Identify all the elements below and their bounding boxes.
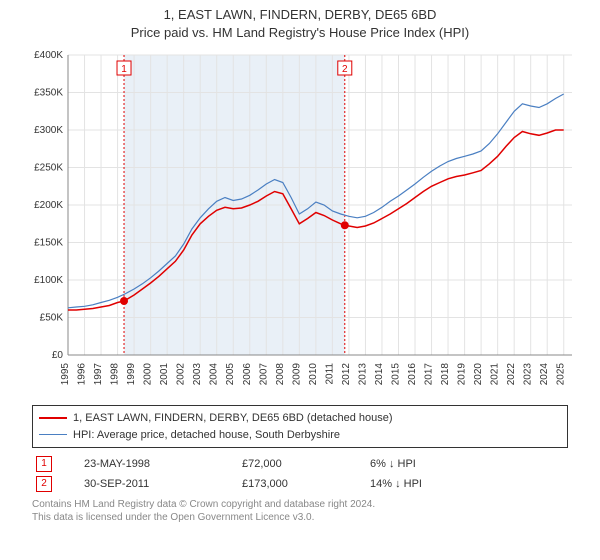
marker-pct-1: 6% ↓ HPI <box>366 454 568 474</box>
legend: 1, EAST LAWN, FINDERN, DERBY, DE65 6BD (… <box>32 405 568 448</box>
svg-text:2021: 2021 <box>490 363 501 386</box>
svg-text:£400K: £400K <box>34 50 63 61</box>
svg-text:2019: 2019 <box>457 363 468 386</box>
svg-text:£300K: £300K <box>34 125 63 136</box>
svg-text:2014: 2014 <box>374 363 385 386</box>
chart-title: 1, EAST LAWN, FINDERN, DERBY, DE65 6BD P… <box>0 0 600 41</box>
svg-text:1997: 1997 <box>93 363 104 386</box>
svg-text:£250K: £250K <box>34 163 63 174</box>
marker-pct-2: 14% ↓ HPI <box>366 474 568 494</box>
svg-text:2: 2 <box>342 64 348 75</box>
svg-text:2000: 2000 <box>143 363 154 386</box>
marker-badge-2: 2 <box>36 476 52 492</box>
svg-text:2009: 2009 <box>291 363 302 386</box>
svg-text:2013: 2013 <box>357 363 368 386</box>
svg-text:1996: 1996 <box>77 363 88 386</box>
legend-swatch-blue <box>39 434 67 435</box>
marker-price-2: £173,000 <box>238 474 366 494</box>
footer-line-1: Contains HM Land Registry data © Crown c… <box>32 498 568 511</box>
footer: Contains HM Land Registry data © Crown c… <box>32 498 568 524</box>
svg-text:1995: 1995 <box>60 363 71 386</box>
marker-price-1: £72,000 <box>238 454 366 474</box>
svg-text:2022: 2022 <box>506 363 517 386</box>
marker-row-1: 1 23-MAY-1998 £72,000 6% ↓ HPI <box>32 454 568 474</box>
svg-text:£200K: £200K <box>34 200 63 211</box>
svg-text:2003: 2003 <box>192 363 203 386</box>
marker-date-2: 30-SEP-2011 <box>80 474 238 494</box>
chart-svg: £0 £50K £100K £150K £200K £250K £300K £350K £400… <box>20 45 580 401</box>
svg-text:£150K: £150K <box>34 238 63 249</box>
svg-text:2016: 2016 <box>407 363 418 386</box>
svg-text:2006: 2006 <box>242 363 253 386</box>
svg-text:2023: 2023 <box>523 363 534 386</box>
svg-text:2008: 2008 <box>275 363 286 386</box>
svg-text:2010: 2010 <box>308 363 319 386</box>
legend-label-red: 1, EAST LAWN, FINDERN, DERBY, DE65 6BD (… <box>73 412 393 424</box>
svg-text:2004: 2004 <box>209 363 220 386</box>
svg-text:2005: 2005 <box>225 363 236 386</box>
svg-text:2020: 2020 <box>473 363 484 386</box>
svg-text:£50K: £50K <box>40 313 64 324</box>
svg-text:£100K: £100K <box>34 275 63 286</box>
svg-text:1998: 1998 <box>110 363 121 386</box>
footer-line-2: This data is licensed under the Open Gov… <box>32 511 568 524</box>
svg-text:£350K: £350K <box>34 88 63 99</box>
svg-text:1999: 1999 <box>126 363 137 386</box>
marker-badge-1: 1 <box>36 456 52 472</box>
svg-text:2015: 2015 <box>390 363 401 386</box>
svg-text:2001: 2001 <box>159 363 170 386</box>
svg-text:1: 1 <box>121 64 127 75</box>
legend-swatch-red <box>39 417 67 419</box>
svg-text:2025: 2025 <box>556 363 567 386</box>
legend-item-blue: HPI: Average price, detached house, Sout… <box>39 427 561 444</box>
legend-item-red: 1, EAST LAWN, FINDERN, DERBY, DE65 6BD (… <box>39 410 561 427</box>
svg-text:2018: 2018 <box>440 363 451 386</box>
title-line-1: 1, EAST LAWN, FINDERN, DERBY, DE65 6BD <box>0 6 600 24</box>
marker-table: 1 23-MAY-1998 £72,000 6% ↓ HPI 2 30-SEP-… <box>32 454 568 494</box>
marker-date-1: 23-MAY-1998 <box>80 454 238 474</box>
svg-text:2002: 2002 <box>176 363 187 386</box>
svg-text:2011: 2011 <box>324 363 335 385</box>
title-line-2: Price paid vs. HM Land Registry's House … <box>0 24 600 42</box>
svg-text:2007: 2007 <box>258 363 269 386</box>
marker-row-2: 2 30-SEP-2011 £173,000 14% ↓ HPI <box>32 474 568 494</box>
svg-text:2012: 2012 <box>341 363 352 386</box>
chart-area: £0 £50K £100K £150K £200K £250K £300K £350K £400… <box>20 45 580 401</box>
legend-label-blue: HPI: Average price, detached house, Sout… <box>73 429 340 441</box>
svg-text:2017: 2017 <box>424 363 435 386</box>
svg-text:£0: £0 <box>52 350 64 361</box>
svg-text:2024: 2024 <box>539 363 550 386</box>
